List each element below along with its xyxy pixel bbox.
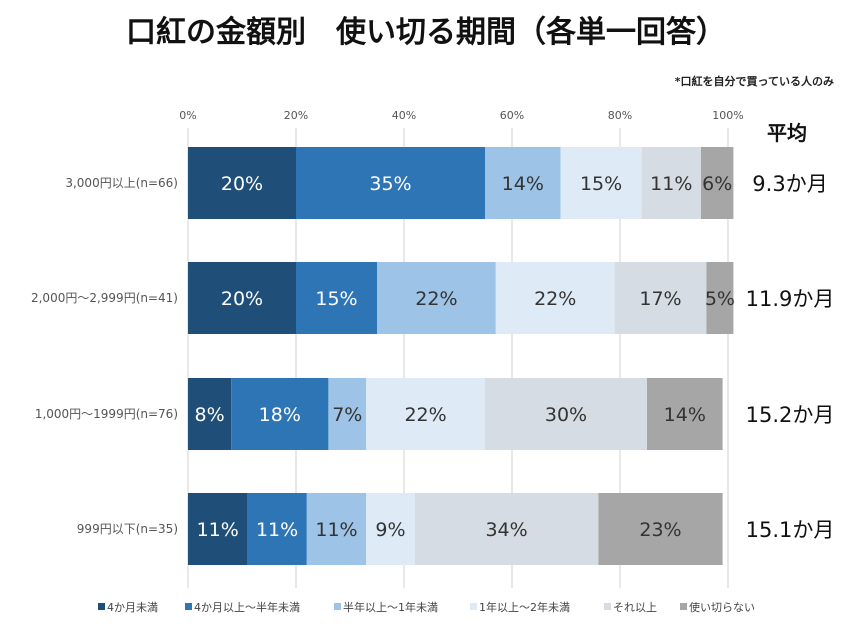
x-axis-ticks: 0% 20% 40% 60% 80% 100% — [179, 109, 743, 122]
x-tick-label: 0% — [179, 109, 196, 122]
legend-swatch — [98, 603, 105, 610]
bars: 20% 35% 14% 15% 11% 6% 20% 15% 22% 22% 17% 5% 8% 18% 7… — [188, 147, 735, 565]
bar-value-label: 35% — [369, 173, 411, 195]
bar-segment — [706, 262, 734, 334]
bar-segment — [485, 378, 647, 450]
bar-value-label: 18% — [259, 404, 301, 426]
bar-value-label: 30% — [545, 404, 587, 426]
bar-segment — [485, 147, 561, 219]
bar-segment — [647, 378, 723, 450]
legend-label: 1年以上～2年未満 — [479, 600, 570, 614]
bar-value-label: 22% — [534, 288, 576, 310]
legend-label: 4か月以上～半年未満 — [194, 600, 300, 614]
bar-segment — [188, 493, 248, 565]
category-label: 999円以下(n=35) — [77, 522, 178, 536]
legend-swatch — [470, 603, 477, 610]
bar-value-label: 11% — [315, 519, 357, 541]
category-label: 2,000円～2,999円(n=41) — [31, 291, 178, 305]
average-header: 平均 — [767, 121, 807, 145]
bar-value-label: 22% — [415, 288, 457, 310]
bar-value-label: 34% — [485, 519, 527, 541]
category-label: 1,000円～1999円(n=76) — [35, 407, 178, 421]
bar-value-label: 20% — [221, 288, 263, 310]
bar-segment — [247, 493, 307, 565]
x-tick-label: 20% — [284, 109, 308, 122]
bar-segment — [306, 493, 367, 565]
bar-segment — [414, 493, 599, 565]
bar-segment — [377, 262, 496, 334]
bar-segment — [641, 147, 701, 219]
bar-segment — [598, 493, 723, 565]
average-value: 9.3か月 — [752, 172, 827, 196]
average-value: 15.1か月 — [746, 518, 835, 542]
legend-label: 4か月未満 — [107, 601, 158, 614]
legend: 4か月未満 4か月以上～半年未満 半年以上～1年未満 1年以上～2年未満 それ以上 使い切… — [98, 600, 755, 614]
average-value: 15.2か月 — [746, 403, 835, 427]
bar-segment — [614, 262, 707, 334]
bar-segment — [296, 262, 377, 334]
bar-value-label: 11% — [197, 519, 239, 541]
bar-segment — [495, 262, 615, 334]
legend-label: それ以上 — [613, 601, 657, 614]
bar-value-label: 15% — [580, 173, 622, 195]
bar-value-label: 11% — [650, 173, 692, 195]
category-label: 3,000円以上(n=66) — [65, 176, 178, 190]
bar-value-label: 15% — [315, 288, 357, 310]
legend-label: 使い切らない — [689, 601, 755, 614]
bar-value-label: 8% — [195, 404, 225, 426]
bar-segment — [296, 147, 485, 219]
averages: 9.3か月 11.9か月 15.2か月 15.1か月 — [746, 172, 835, 542]
bar-segment — [701, 147, 734, 219]
x-tick-label: 60% — [500, 109, 524, 122]
chart-note: *口紅を自分で買っている人のみ — [675, 74, 834, 88]
x-tick-label: 40% — [392, 109, 416, 122]
chart-title: 口紅の金額別 使い切る期間（各単一回答） — [126, 15, 726, 50]
bar-value-label: 23% — [639, 519, 681, 541]
x-tick-label: 100% — [712, 109, 743, 122]
bar-segment — [366, 493, 415, 565]
bar-segment — [231, 378, 329, 450]
category-labels: 3,000円以上(n=66) 2,000円～2,999円(n=41) 1,000円～… — [31, 176, 178, 536]
bar-segment — [188, 262, 296, 334]
bar-value-label: 9% — [375, 519, 405, 541]
bar-segment — [328, 378, 367, 450]
bar-segment — [188, 378, 232, 450]
bar-value-label: 20% — [221, 173, 263, 195]
x-tick-label: 80% — [608, 109, 632, 122]
bar-value-label: 11% — [256, 519, 298, 541]
legend-swatch — [604, 603, 611, 610]
bar-value-label: 6% — [702, 173, 732, 195]
bar-value-label: 22% — [404, 404, 446, 426]
legend-swatch — [680, 603, 687, 610]
bar-value-label: 7% — [332, 404, 362, 426]
bar-value-label: 14% — [502, 173, 544, 195]
bar-value-label: 17% — [639, 288, 681, 310]
legend-swatch — [185, 603, 192, 610]
bar-segment — [366, 378, 485, 450]
legend-label: 半年以上～1年未満 — [343, 600, 438, 614]
bar-segment — [560, 147, 642, 219]
average-value: 11.9か月 — [746, 287, 835, 311]
bar-value-label: 14% — [664, 404, 706, 426]
bar-value-label: 5% — [705, 288, 735, 310]
bar-segment — [188, 147, 296, 219]
legend-swatch — [334, 603, 341, 610]
